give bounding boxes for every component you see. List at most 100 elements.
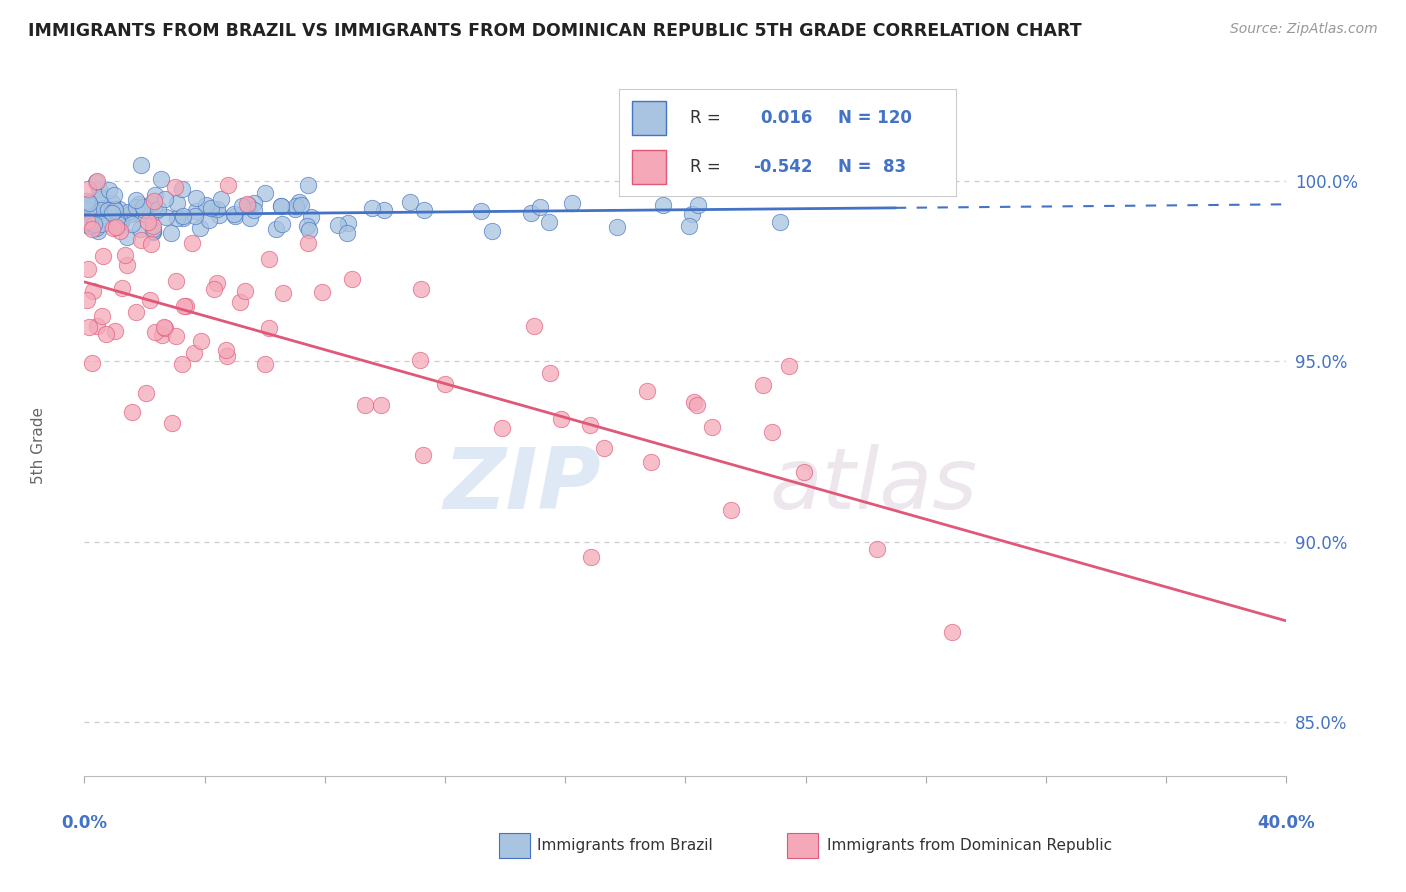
Point (172, 210, 194, 224)
Point (761, 425, 783, 440)
Point (160, 226, 183, 240)
Point (153, 193, 176, 207)
Text: R =: R = (689, 159, 720, 177)
Point (353, 398, 375, 412)
Point (683, 394, 706, 409)
Point (79, 216, 101, 230)
Text: Source: ZipAtlas.com: Source: ZipAtlas.com (1230, 22, 1378, 37)
Point (121, 404, 143, 418)
Text: atlas: atlas (769, 444, 977, 527)
Text: Immigrants from Dominican Republic: Immigrants from Dominican Republic (827, 838, 1112, 853)
Point (149, 171, 172, 186)
Point (170, 357, 193, 371)
Point (640, 455, 662, 469)
Point (86, 319, 108, 334)
Point (90, 202, 112, 217)
Point (270, 199, 292, 213)
Point (165, 329, 187, 343)
Point (222, 207, 245, 221)
Point (700, 420, 723, 434)
Point (299, 210, 322, 224)
Point (91, 201, 114, 215)
Point (537, 215, 560, 229)
Point (162, 416, 184, 430)
Point (121, 217, 143, 231)
Point (115, 230, 138, 244)
Point (76, 293, 98, 308)
Point (86, 202, 108, 217)
Point (550, 412, 572, 426)
Point (235, 284, 257, 298)
Point (125, 200, 148, 214)
Point (239, 211, 262, 226)
Point (752, 378, 775, 392)
Point (150, 328, 173, 343)
Point (82, 356, 104, 370)
Point (115, 258, 138, 272)
Point (593, 441, 616, 455)
Point (686, 198, 709, 212)
Point (100, 205, 122, 219)
Text: N =  83: N = 83 (838, 159, 905, 177)
Point (82, 285, 104, 299)
Point (135, 386, 157, 401)
Point (336, 215, 359, 229)
Point (131, 157, 153, 171)
Point (125, 305, 148, 319)
Point (197, 213, 219, 227)
Point (104, 324, 127, 338)
Point (76, 194, 98, 209)
Point (84, 175, 107, 189)
Point (523, 319, 546, 334)
Point (270, 198, 292, 212)
Text: 0.016: 0.016 (761, 109, 813, 127)
Point (686, 398, 709, 412)
Point (108, 224, 131, 238)
Point (132, 203, 155, 218)
Point (79, 199, 101, 213)
Point (636, 384, 658, 398)
Point (288, 194, 311, 209)
Point (84, 221, 107, 235)
Point (538, 367, 561, 381)
Point (101, 221, 124, 235)
Point (720, 502, 742, 516)
Point (412, 448, 434, 462)
Point (107, 218, 129, 232)
Point (107, 202, 129, 217)
Point (242, 202, 264, 217)
Point (579, 417, 602, 432)
Point (373, 203, 395, 218)
Point (180, 235, 202, 250)
Point (79, 195, 101, 210)
Point (142, 225, 165, 239)
Point (103, 187, 125, 202)
Point (370, 398, 392, 412)
Point (139, 293, 162, 307)
Point (155, 210, 177, 224)
Point (89, 190, 111, 204)
Point (145, 205, 167, 219)
Point (793, 465, 815, 479)
Point (298, 223, 321, 237)
Point (205, 277, 228, 291)
Point (103, 202, 125, 216)
Point (107, 215, 129, 229)
Point (105, 220, 128, 235)
Point (98, 209, 121, 223)
FancyBboxPatch shape (633, 101, 666, 136)
Point (142, 221, 165, 235)
Point (231, 199, 253, 213)
Point (254, 357, 277, 371)
Point (491, 421, 513, 435)
Point (184, 209, 207, 223)
Point (132, 200, 155, 214)
Point (257, 321, 280, 335)
Point (93, 250, 115, 264)
Point (142, 224, 165, 238)
Point (297, 178, 319, 192)
Point (409, 282, 432, 296)
Point (96, 216, 118, 230)
Point (98, 183, 121, 197)
Point (101, 206, 124, 220)
